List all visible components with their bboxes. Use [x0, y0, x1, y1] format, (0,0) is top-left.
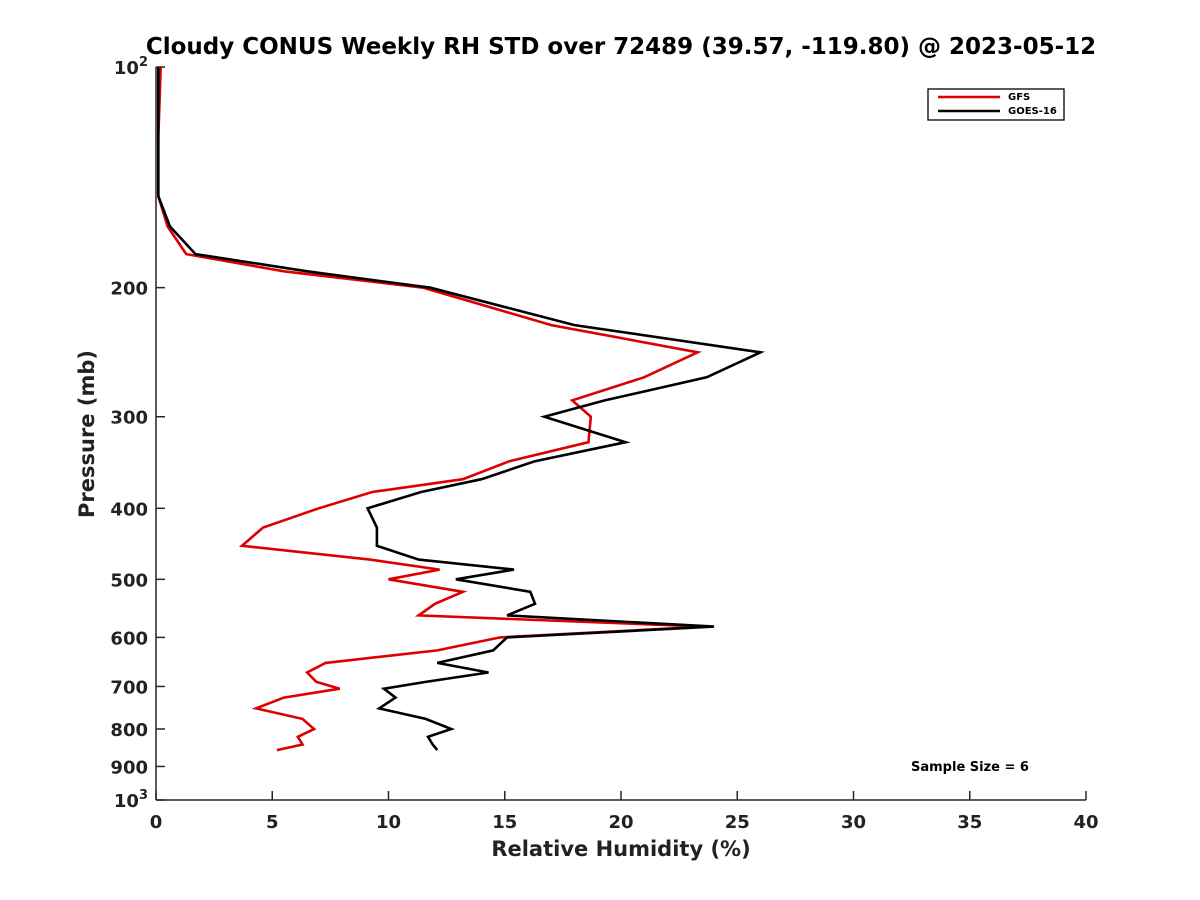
y-tick-label: 200	[110, 279, 148, 300]
x-tick-label: 20	[608, 812, 633, 833]
chart-title: Cloudy CONUS Weekly RH STD over 72489 (3…	[146, 34, 1096, 60]
x-tick-label: 30	[841, 812, 866, 833]
y-ticks: 102 200 300 400 500 600 700 800 900 103	[110, 55, 165, 812]
y-tick-label: 600	[110, 628, 148, 649]
series-line-gfs	[157, 66, 708, 752]
x-tick-label: 5	[266, 812, 279, 833]
x-tick-label: 10	[376, 812, 401, 833]
x-axis-label: Relative Humidity (%)	[491, 837, 750, 861]
x-tick-label: 40	[1073, 812, 1098, 833]
y-tick-label: 500	[110, 570, 148, 591]
legend: GFS GOES-16	[927, 88, 1065, 121]
y-tick-label: 800	[110, 720, 148, 741]
x-tick-label: 35	[957, 812, 982, 833]
y-tick-label: 400	[110, 499, 148, 520]
y-tick-label: 102	[114, 55, 148, 79]
plot-area	[156, 67, 1086, 800]
y-tick-label: 900	[110, 757, 148, 778]
y-axis-label: Pressure (mb)	[75, 350, 99, 518]
series-line-goes16	[157, 67, 765, 751]
y-tick-label: 700	[110, 677, 148, 698]
y-tick-label: 103	[114, 788, 148, 812]
x-tick-label: 25	[725, 812, 750, 833]
legend-label-goes16: GOES-16	[1008, 106, 1057, 117]
sample-size-annotation: Sample Size = 6	[911, 760, 1029, 775]
legend-label-gfs: GFS	[1008, 92, 1030, 103]
series-layer	[157, 66, 765, 752]
x-ticks: 0 5 10 15 20 25 30 35 40	[150, 791, 1099, 833]
y-tick-label: 300	[110, 408, 148, 429]
x-tick-label: 15	[492, 812, 517, 833]
legend-box	[927, 88, 1065, 121]
x-tick-label: 0	[150, 812, 163, 833]
